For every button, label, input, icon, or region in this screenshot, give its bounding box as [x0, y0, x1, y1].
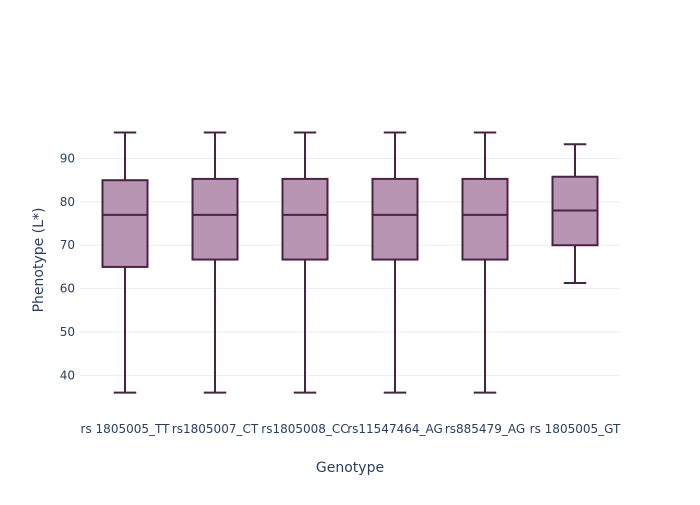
box-3	[281, 131, 329, 394]
grid-lines	[80, 158, 620, 376]
y-tick-label-70: 70	[60, 238, 75, 252]
box-body-4	[371, 177, 419, 261]
x-tick-label-5: rs885479_AG	[445, 422, 525, 436]
box-1	[101, 131, 149, 394]
x-tick-label-2: rs1805007_CT	[172, 422, 259, 436]
box-body-5	[461, 177, 509, 261]
y-axis-title: Phenotype (L*)	[31, 208, 47, 313]
box-traces	[101, 131, 599, 394]
box-4	[371, 131, 419, 394]
x-tick-label-6: rs 1805005_GT	[530, 422, 621, 436]
x-tick-label-1: rs 1805005_TT	[81, 422, 171, 436]
box-2	[191, 131, 239, 394]
y-tick-label-60: 60	[60, 282, 75, 296]
box-6	[551, 143, 599, 284]
box-body-1	[101, 179, 149, 268]
y-tick-label-90: 90	[60, 152, 75, 166]
x-axis-title: Genotype	[316, 460, 384, 476]
box-body-2	[191, 177, 239, 261]
box-5	[461, 131, 509, 394]
y-tick-label-50: 50	[60, 325, 75, 339]
y-tick-label-80: 80	[60, 195, 75, 209]
x-tick-label-4: rs11547464_AG	[347, 422, 443, 436]
y-axis-ticks: 40 50 60 70 80 90	[60, 152, 75, 383]
x-axis-ticks: rs 1805005_TT rs1805007_CT rs1805008_CCrs1…	[81, 422, 621, 436]
box-body-3	[281, 177, 329, 261]
x-tick-label-3: rs1805008_CC	[261, 422, 348, 436]
y-tick-label-40: 40	[60, 368, 75, 382]
